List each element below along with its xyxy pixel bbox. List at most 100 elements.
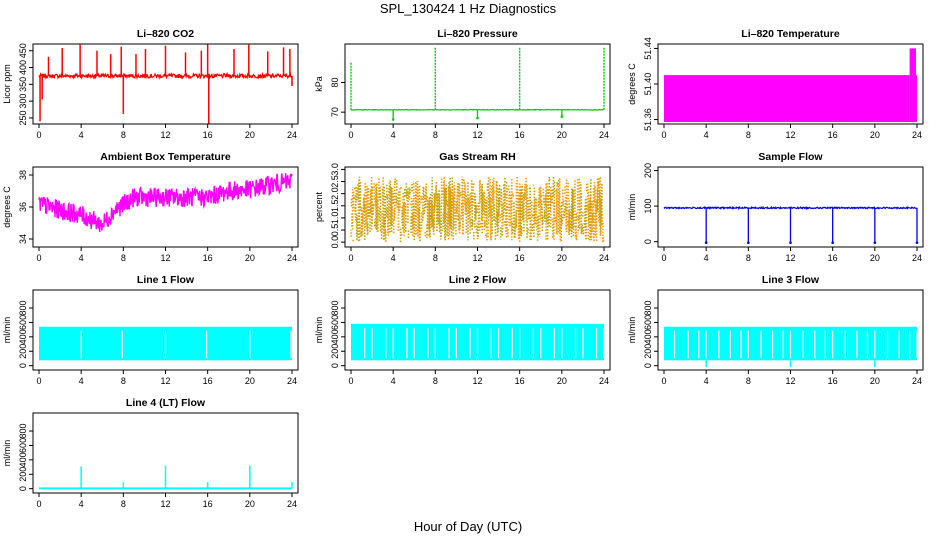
x-tick-label: 0 <box>661 376 666 386</box>
y-tick-label: 1.0 <box>330 212 340 225</box>
x-tick-label: 20 <box>870 253 880 263</box>
chart-title: Line 2 Flow <box>449 274 507 286</box>
x-tick-label: 16 <box>828 130 838 140</box>
x-tick-label: 0 <box>661 253 666 263</box>
series-line3 <box>664 326 918 368</box>
x-tick-label: 12 <box>472 376 482 386</box>
x-tick-label: 4 <box>391 376 396 386</box>
chart-temp820: Li–820 Temperature degrees C 0 4 8 12 16 20 24 51… <box>627 28 924 140</box>
dip-point <box>915 241 919 245</box>
y-tick-label: 400 <box>643 329 653 344</box>
chart-title: Line 3 Flow <box>762 274 820 286</box>
x-tick-label: 0 <box>36 376 41 386</box>
y-tick-label: 600 <box>18 315 28 330</box>
x-tick-label: 8 <box>121 253 126 263</box>
x-tick-label: 12 <box>160 130 170 140</box>
series-line4 <box>39 465 293 490</box>
figure-title: SPL_130424 1 Hz Diagnostics <box>380 1 557 16</box>
y-tick-label: 600 <box>643 315 653 330</box>
y-tick-label: 250 <box>18 110 28 125</box>
temperature-bar <box>915 75 917 122</box>
chart-line3: Line 3 Flow ml/min 0 4 8 12 16 20 24 0 20040060080… <box>627 274 924 386</box>
x-tick-label: 24 <box>287 130 297 140</box>
x-tick-label: 20 <box>245 499 255 509</box>
y-axis-label: ml/min <box>2 317 12 344</box>
y-tick-label: 800 <box>18 301 28 316</box>
x-tick-label: 8 <box>121 376 126 386</box>
x-tick-label: 0 <box>348 376 353 386</box>
x-tick-label: 0 <box>348 130 353 140</box>
x-tick-label: 4 <box>79 253 84 263</box>
x-tick-label: 16 <box>203 130 213 140</box>
x-tick-label: 24 <box>287 499 297 509</box>
x-tick-label: 8 <box>746 376 751 386</box>
x-tick-label: 20 <box>870 376 880 386</box>
x-tick-label: 12 <box>160 376 170 386</box>
x-tick-label: 24 <box>287 376 297 386</box>
y-tick-label: 51.44 <box>643 37 653 60</box>
x-tick-label: 20 <box>245 376 255 386</box>
x-tick-label: 24 <box>599 130 609 140</box>
y-axis-label: ml/min <box>627 317 637 344</box>
y-axis-label: degrees C <box>627 63 637 105</box>
x-tick-label: 12 <box>785 130 795 140</box>
chart-line2: Line 2 Flow ml/min 0 4 8 12 16 20 24 0 20040060080… <box>314 274 611 386</box>
x-tick-label: 12 <box>472 253 482 263</box>
series-pressure <box>350 46 605 121</box>
x-tick-label: 8 <box>433 253 438 263</box>
x-tick-label: 20 <box>557 376 567 386</box>
y-tick-label: 34 <box>18 234 28 244</box>
x-tick-label: 4 <box>704 253 709 263</box>
x-tick-label: 20 <box>557 130 567 140</box>
x-tick-label: 16 <box>828 253 838 263</box>
y-tick-label: 0 <box>18 363 28 368</box>
x-tick-label: 16 <box>515 376 525 386</box>
y-tick-label: 80 <box>330 78 340 88</box>
y-tick-label: 51.40 <box>643 73 653 96</box>
y-tick-label: 3.0 <box>330 163 340 176</box>
y-tick-label: 200 <box>18 467 28 482</box>
y-tick-label: 2.5 <box>330 175 340 188</box>
x-tick-label: 0 <box>36 499 41 509</box>
y-tick-label: 400 <box>18 452 28 467</box>
x-tick-label: 16 <box>203 253 213 263</box>
y-tick-label: 800 <box>18 424 28 439</box>
x-tick-label: 0 <box>661 130 666 140</box>
series-temp820 <box>664 48 917 122</box>
x-tick-label: 20 <box>245 253 255 263</box>
x-tick-label: 8 <box>121 130 126 140</box>
chart-rh: Gas Stream RH percent 0 4 8 12 16 20 24 0.00.51.0… <box>314 151 611 263</box>
chart-line4: Line 4 (LT) Flow ml/min 0 4 8 12 16 20 24 0 200400… <box>2 397 299 509</box>
y-tick-label: 400 <box>18 60 28 75</box>
chart-title: Li–820 Pressure <box>437 28 518 40</box>
chart-pressure: Li–820 Pressure kPa 0 4 8 12 16 20 24 70 80 <box>314 28 611 140</box>
x-tick-label: 12 <box>160 499 170 509</box>
x-tick-label: 0 <box>348 253 353 263</box>
y-tick-label: 0 <box>18 486 28 491</box>
y-tick-label: 0.5 <box>330 224 340 237</box>
y-tick-label: 0 <box>643 363 653 368</box>
x-tick-label: 16 <box>828 376 838 386</box>
x-tick-label: 24 <box>912 376 922 386</box>
y-tick-label: 0 <box>643 239 653 244</box>
y-tick-label: 0.0 <box>330 236 340 249</box>
x-tick-label: 12 <box>785 376 795 386</box>
y-tick-label: 800 <box>643 301 653 316</box>
dip-point <box>873 241 877 245</box>
dip-point <box>391 118 395 121</box>
x-tick-label: 16 <box>515 130 525 140</box>
y-tick-label: 100 <box>643 199 653 214</box>
dip-point <box>747 241 750 245</box>
x-tick-label: 20 <box>870 130 880 140</box>
x-tick-label: 4 <box>704 376 709 386</box>
series-line <box>38 173 293 233</box>
x-tick-label: 4 <box>391 130 396 140</box>
x-tick-label: 24 <box>912 130 922 140</box>
chart-sampleflow: Sample Flow ml/min 0 4 8 12 16 20 24 0 100 200 <box>627 151 924 263</box>
y-axis-label: ml/min <box>627 194 637 221</box>
y-tick-label: 800 <box>330 301 340 316</box>
dip-point <box>831 241 834 245</box>
x-tick-label: 20 <box>557 253 567 263</box>
